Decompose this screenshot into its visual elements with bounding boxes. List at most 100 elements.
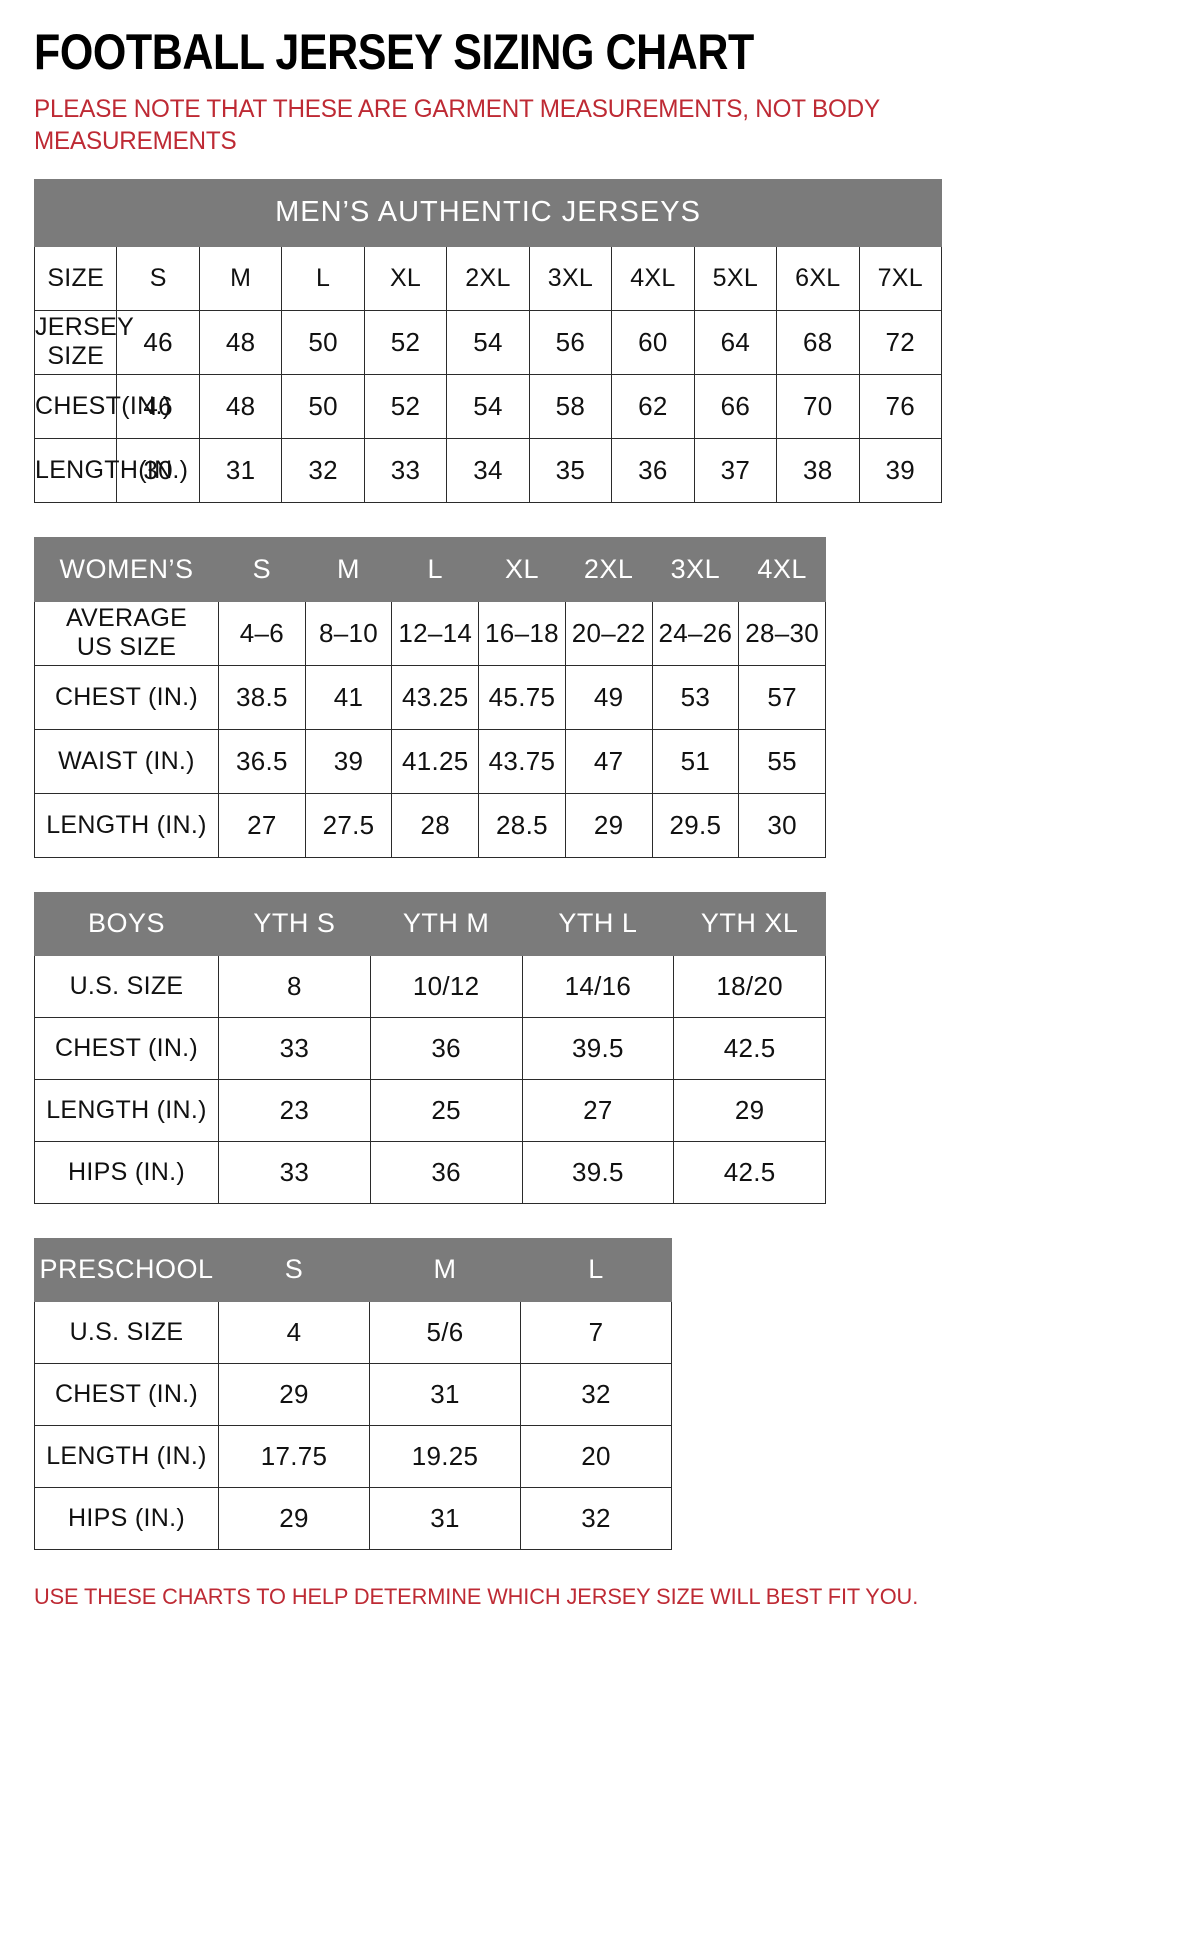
row-label-line2: US SIZE bbox=[76, 633, 177, 661]
cell: 31 bbox=[369, 1362, 521, 1426]
cell: 41.25 bbox=[391, 728, 480, 794]
cell: 36 bbox=[369, 1016, 523, 1080]
cell: 37 bbox=[693, 437, 778, 503]
cell: 43.75 bbox=[478, 728, 566, 794]
column-header-4xl: 4XL bbox=[738, 536, 826, 602]
cell: 31 bbox=[369, 1486, 521, 1550]
table-header-row: SIZE S M L XL 2XL 3XL 4XL 5XL 6XL 7XL bbox=[33, 245, 943, 311]
cell: 7 bbox=[520, 1300, 672, 1364]
cell: 57 bbox=[738, 664, 826, 730]
cell: 30 bbox=[738, 792, 826, 858]
cell: 38 bbox=[776, 437, 860, 503]
cell: 36.5 bbox=[218, 728, 306, 794]
row-label: CHEST (IN.) bbox=[34, 1362, 219, 1426]
cell: 52 bbox=[363, 309, 448, 375]
cell: 46 bbox=[116, 309, 200, 375]
table-row: U.S. SIZE 4 5/6 7 bbox=[34, 1300, 672, 1364]
footer-note: USE THESE CHARTS TO HELP DETERMINE WHICH… bbox=[34, 1583, 919, 1609]
column-header-xl: XL bbox=[363, 245, 448, 311]
column-header-s: S bbox=[218, 1237, 370, 1302]
table-row: LENGTH (IN.) 23 25 27 29 bbox=[34, 1078, 826, 1142]
row-label: LENGTH (IN.) bbox=[34, 792, 219, 858]
row-label: CHEST (IN.) bbox=[34, 1016, 219, 1080]
cell: 60 bbox=[611, 309, 695, 375]
cell: 64 bbox=[693, 309, 778, 375]
cell: 25 bbox=[369, 1078, 523, 1142]
column-header-5xl: 5XL bbox=[693, 245, 778, 311]
cell: 28.5 bbox=[478, 792, 566, 858]
cell: 16–18 bbox=[478, 600, 566, 666]
cell: 51 bbox=[651, 728, 740, 794]
column-header-m: M bbox=[198, 245, 283, 311]
cell: 24–26 bbox=[651, 600, 740, 666]
column-header-7xl: 7XL bbox=[858, 245, 943, 311]
cell: 10/12 bbox=[369, 954, 523, 1018]
cell: 29 bbox=[673, 1078, 826, 1142]
table-row: U.S. SIZE 8 10/12 14/16 18/20 bbox=[34, 954, 826, 1018]
cell: 43.25 bbox=[391, 664, 480, 730]
cell: 68 bbox=[776, 309, 860, 375]
cell: 18/20 bbox=[673, 954, 826, 1018]
row-label: LENGTH (IN.) bbox=[34, 1078, 219, 1142]
boys-sizing-table: BOYS YTH S YTH M YTH L YTH XL U.S. SIZE … bbox=[34, 891, 826, 1204]
table-header-row: BOYS YTH S YTH M YTH L YTH XL bbox=[34, 891, 826, 956]
cell: 30 bbox=[116, 437, 200, 503]
column-header-s: S bbox=[116, 245, 200, 311]
cell: 32 bbox=[520, 1486, 672, 1550]
row-label-line1: AVERAGE bbox=[65, 604, 188, 633]
cell: 27.5 bbox=[304, 792, 393, 858]
cell: 62 bbox=[611, 373, 695, 439]
cell: 53 bbox=[651, 664, 740, 730]
table-row: CHEST (IN.) 29 31 32 bbox=[34, 1362, 672, 1426]
mens-sizing-table: MEN’S AUTHENTIC JERSEYS SIZE S M L XL 2X… bbox=[33, 178, 943, 503]
cell: 39 bbox=[304, 728, 393, 794]
cell: 29 bbox=[218, 1486, 370, 1550]
table-row: CHEST (IN.) 33 36 39.5 42.5 bbox=[34, 1016, 826, 1080]
column-header-6xl: 6XL bbox=[776, 245, 860, 311]
column-header-3xl: 3XL bbox=[651, 536, 740, 602]
cell: 27 bbox=[218, 792, 306, 858]
cell: 38.5 bbox=[218, 664, 306, 730]
cell: 58 bbox=[528, 373, 613, 439]
column-header-l: L bbox=[520, 1237, 672, 1302]
cell: 4 bbox=[218, 1300, 370, 1364]
column-header-4xl: 4XL bbox=[611, 245, 695, 311]
cell: 52 bbox=[363, 373, 448, 439]
row-label: JERSEY SIZE bbox=[33, 309, 134, 375]
table-row: LENGTH(IN.) 30 31 32 33 34 35 36 37 38 3… bbox=[33, 437, 943, 503]
cell: 31 bbox=[198, 437, 283, 503]
cell: 70 bbox=[776, 373, 860, 439]
column-header-l: L bbox=[281, 245, 365, 311]
column-header-l: L bbox=[391, 536, 480, 602]
cell: 36 bbox=[611, 437, 695, 503]
column-header-size: SIZE bbox=[33, 245, 118, 311]
table-row: LENGTH (IN.) 17.75 19.25 20 bbox=[34, 1424, 672, 1488]
cell: 29 bbox=[564, 792, 653, 858]
cell: 39.5 bbox=[521, 1140, 675, 1204]
column-header-yth-s: YTH S bbox=[218, 891, 371, 956]
table-header-row: WOMEN’S S M L XL 2XL 3XL 4XL bbox=[34, 536, 826, 602]
table-row: CHEST(IN.) 46 48 50 52 54 58 62 66 70 76 bbox=[33, 373, 943, 439]
row-label: AVERAGE US SIZE bbox=[34, 600, 219, 666]
mens-banner: MEN’S AUTHENTIC JERSEYS bbox=[34, 178, 942, 247]
cell: 19.25 bbox=[369, 1424, 521, 1488]
column-header-s: S bbox=[218, 536, 306, 602]
cell: 27 bbox=[521, 1078, 675, 1142]
row-label: WAIST (IN.) bbox=[34, 728, 219, 794]
preschool-banner: PRESCHOOL bbox=[34, 1237, 219, 1302]
row-label: LENGTH (IN.) bbox=[34, 1424, 219, 1488]
table-row: HIPS (IN.) 29 31 32 bbox=[34, 1486, 672, 1550]
table-row: LENGTH (IN.) 27 27.5 28 28.5 29 29.5 30 bbox=[34, 792, 826, 858]
sizing-chart-page: FOOTBALL JERSEY SIZING CHART PLEASE NOTE… bbox=[33, 26, 943, 1609]
cell: 14/16 bbox=[521, 954, 675, 1018]
boys-banner: BOYS bbox=[34, 891, 219, 956]
table-row: HIPS (IN.) 33 36 39.5 42.5 bbox=[34, 1140, 826, 1204]
cell: 28–30 bbox=[738, 600, 826, 666]
column-header-yth-m: YTH M bbox=[369, 891, 523, 956]
row-label: U.S. SIZE bbox=[34, 954, 219, 1018]
cell: 46 bbox=[116, 373, 200, 439]
column-header-m: M bbox=[369, 1237, 521, 1302]
row-label: U.S. SIZE bbox=[34, 1300, 219, 1364]
table-row: JERSEY SIZE 46 48 50 52 54 56 60 64 68 7… bbox=[33, 309, 943, 375]
cell: 55 bbox=[738, 728, 826, 794]
